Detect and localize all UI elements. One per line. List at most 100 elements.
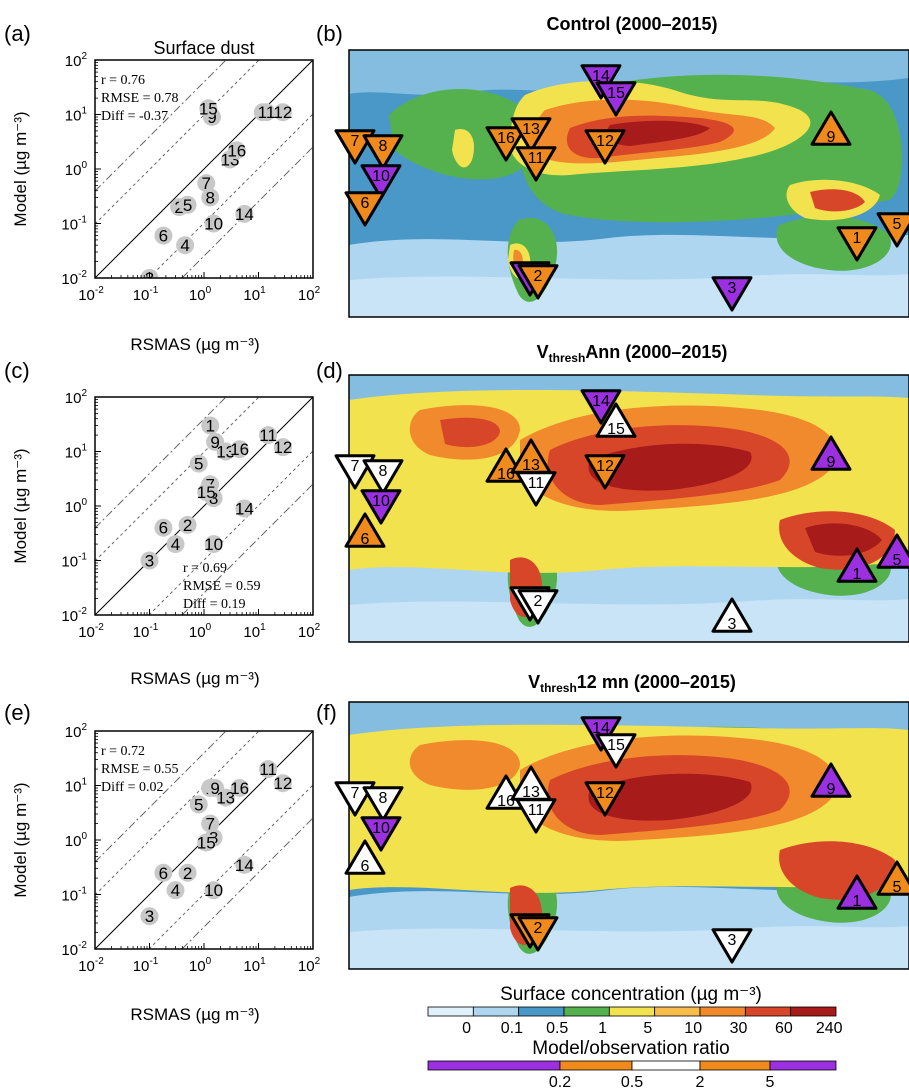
factor-2-line-lower [148,784,313,949]
station-marker [362,134,404,170]
y-tick-label: 100 [65,831,88,850]
y-axis-label: Model (µg m⁻³) [11,448,30,563]
data-point [197,174,216,193]
colorbar-segment [744,1006,792,1017]
data-point [199,99,218,118]
point-label: 5 [194,795,203,814]
colorbar-tick-label: 5 [643,1020,652,1037]
map-frame [348,701,909,970]
factor-2-line-upper [95,60,260,225]
station-label: 15 [607,85,625,102]
point-label: 10 [204,215,223,234]
x-tick-label: 102 [298,285,321,304]
colorbar-tick-label: 0.2 [549,1074,571,1090]
panel-label: (a) [4,21,31,46]
x-tick-label: 10-1 [133,956,159,975]
point-label: 12 [273,438,292,457]
station-label: 6 [361,531,370,548]
data-point [201,416,220,435]
station-marker [595,733,637,769]
panel-title: Surface dust [153,38,254,58]
data-point [257,103,276,122]
stat-rmse: RMSE = 0.78 [101,91,179,106]
concentration-map [349,375,909,642]
colorbar-tick-label: 30 [730,1020,748,1037]
point-label: 6 [159,864,168,883]
colorbar-segment [699,1006,746,1017]
colorbar-tick-label: 10 [684,1020,702,1037]
map-panel-b: (b) Control (2000–2015) 7 810616131112141… [316,14,909,318]
point-label: 10 [204,535,223,554]
point-label: 15 [197,483,216,502]
point-label: 4 [171,881,180,900]
station-label: 2 [534,593,543,610]
y-tick-label: 101 [65,106,88,125]
station-marker [580,389,622,425]
station-marker [584,781,626,817]
station-label: 15 [607,421,625,438]
data-point [227,141,246,160]
colorbar-segment [769,1060,837,1071]
factor-5-line-lower [181,817,313,949]
x-tick-label: 10-2 [78,622,104,641]
factor-2-line-upper [95,397,260,562]
data-point [166,535,185,554]
colorbar-segments: 0.2 0.5 2 5 [427,1060,837,1090]
data-point [259,426,278,445]
map-frame [348,374,909,643]
points: 12345678910111213141516 [95,397,313,615]
station-label: 7 [351,133,360,150]
colorbar-tick-label: 1 [598,1020,607,1037]
colorbar-tick-label: 0.5 [546,1020,568,1037]
point-label: 2 [183,864,192,883]
station-label: 1 [853,893,862,910]
panel-label: (b) [316,21,343,46]
station-label: 5 [893,216,902,233]
y-axis-label: Model (µg m⁻³) [11,782,30,897]
point-label: 11 [259,760,277,779]
point-label: 5 [183,196,192,215]
station-marker [711,597,753,633]
point-label: 10 [204,881,223,900]
points: 12345678910111213141516 [95,60,313,278]
y-tick-label: 10-2 [61,269,87,288]
station-label: 8 [379,463,388,480]
map-title: Control (2000–2015) [546,14,717,34]
station-marker [485,126,527,162]
panel-label: (f) [316,700,337,725]
station-label: 10 [372,168,390,185]
station-marker [362,459,404,495]
x-tick-label: 101 [243,285,266,304]
station-marker [510,117,552,153]
station-marker [711,276,753,312]
station-marker [595,81,637,117]
station-marker [344,191,386,227]
station-marker [836,547,878,583]
station-label: 9 [827,781,836,798]
point-label: 9 [210,779,219,798]
y-tick-label: 100 [65,497,88,516]
x-tick-label: 10-2 [78,956,104,975]
panel-label: (c) [4,358,30,383]
stats-box: r = 0.69 RMSE = 0.59 Diff = 0.19 [183,561,261,612]
station-label: 6 [361,858,370,875]
station-label: 13 [522,457,540,474]
data-point [178,195,197,214]
x-axis-label: RSMAS (µg m⁻³) [130,1005,259,1024]
x-tick-label: 101 [243,622,266,641]
point-label: 7 [202,174,211,193]
station-marker [584,129,626,165]
station-label: 3 [728,932,737,949]
point-label: 12 [273,774,292,793]
colorbar-segment [472,1006,520,1017]
colorbar-segment [559,1060,633,1071]
points: 12345678910111213141516 [95,731,313,949]
map-title: VthreshAnn (2000–2015) [537,342,728,365]
station-marker [344,839,386,875]
station-label: 13 [522,121,540,138]
x-tick-label: 100 [189,622,212,641]
y-tick-label: 100 [65,160,88,179]
station-label: 3 [728,280,737,297]
data-point [189,795,208,814]
y-axis-label: Model (µg m⁻³) [11,111,30,226]
